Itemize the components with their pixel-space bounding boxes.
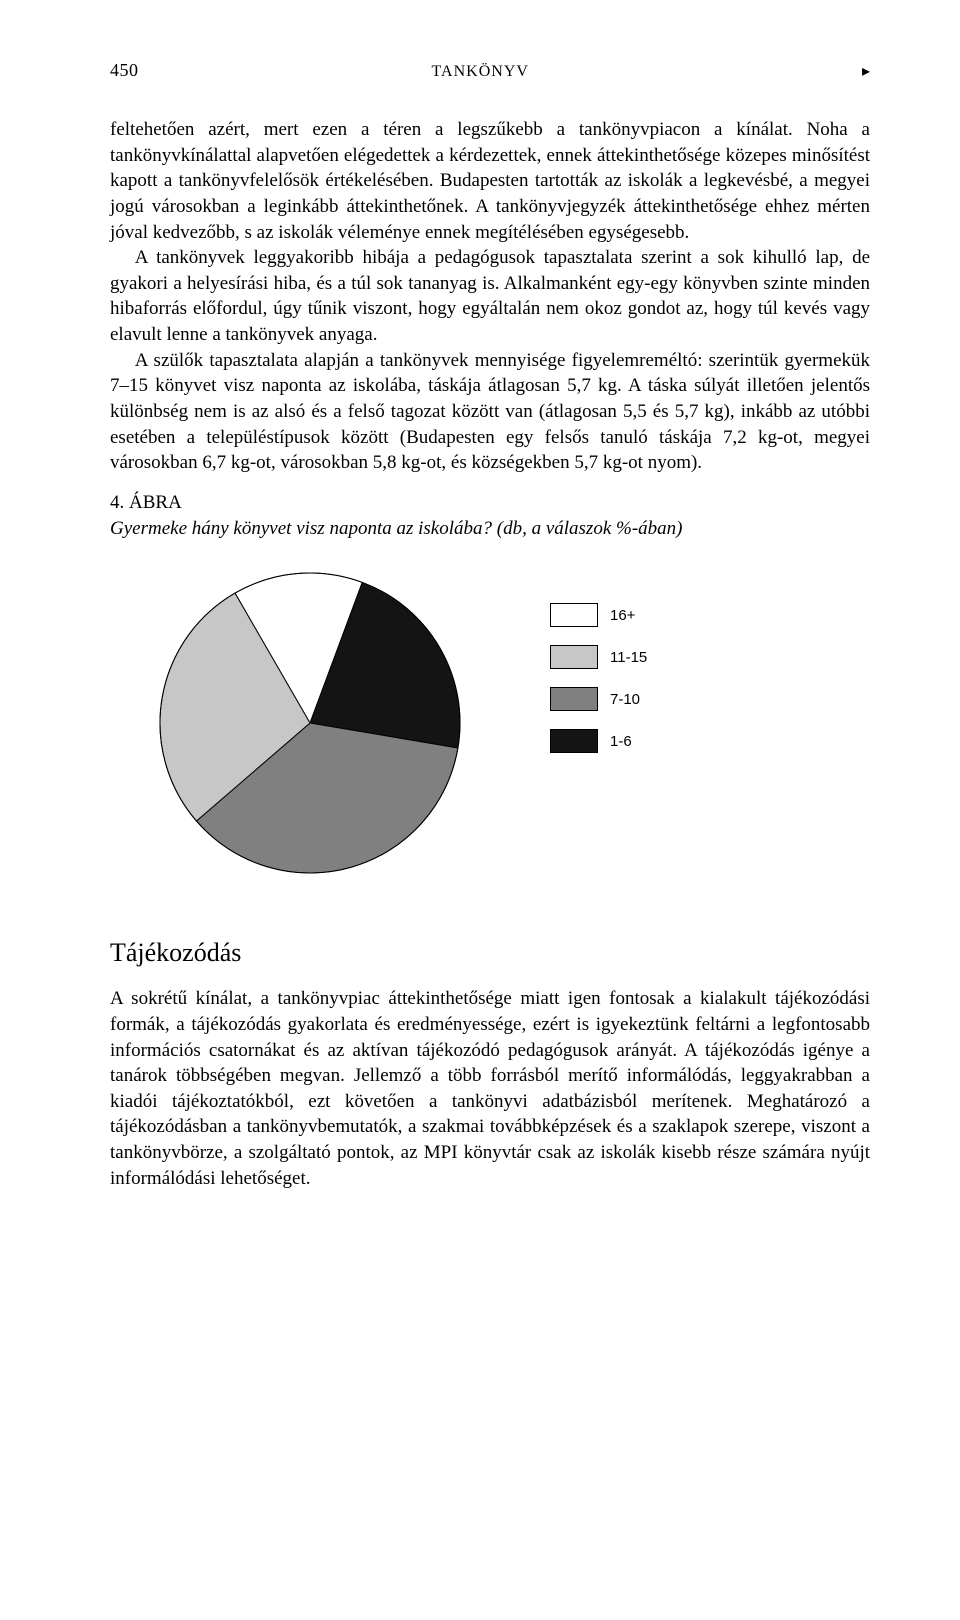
corner-mark-icon: ▸ bbox=[862, 61, 870, 81]
legend-label: 16+ bbox=[610, 607, 635, 624]
legend-swatch bbox=[550, 645, 598, 669]
body-paragraph: A szülők tapasztalata alapján a tankönyv… bbox=[110, 348, 870, 476]
legend-swatch bbox=[550, 687, 598, 711]
figure-number: 4. ÁBRA bbox=[110, 490, 870, 516]
running-title: TANKÖNYV bbox=[99, 63, 862, 81]
figure-caption: Gyermeke hány könyvet visz naponta az is… bbox=[110, 516, 870, 542]
legend-item: 11-15 bbox=[550, 645, 647, 669]
pie-chart bbox=[150, 563, 470, 888]
pie-chart-svg bbox=[150, 563, 470, 883]
legend-label: 11-15 bbox=[610, 649, 647, 666]
legend-item: 1-6 bbox=[550, 729, 647, 753]
legend-item: 16+ bbox=[550, 603, 647, 627]
page: 450 TANKÖNYV ▸ feltehetően azért, mert e… bbox=[0, 0, 960, 1271]
body-paragraph: A sokrétű kínálat, a tankönyvpiac átteki… bbox=[110, 986, 870, 1191]
page-header: 450 TANKÖNYV ▸ bbox=[110, 60, 870, 81]
legend-label: 7-10 bbox=[610, 691, 640, 708]
legend-swatch bbox=[550, 729, 598, 753]
legend-item: 7-10 bbox=[550, 687, 647, 711]
legend-swatch bbox=[550, 603, 598, 627]
body-paragraph: feltehetően azért, mert ezen a téren a l… bbox=[110, 117, 870, 245]
figure-chart-area: 16+ 11-15 7-10 1-6 bbox=[110, 563, 870, 888]
chart-legend: 16+ 11-15 7-10 1-6 bbox=[550, 603, 647, 771]
body-paragraph: A tankönyvek leggyakoribb hibája a pedag… bbox=[110, 245, 870, 348]
legend-label: 1-6 bbox=[610, 733, 632, 750]
section-heading: Tájékozódás bbox=[110, 938, 870, 968]
